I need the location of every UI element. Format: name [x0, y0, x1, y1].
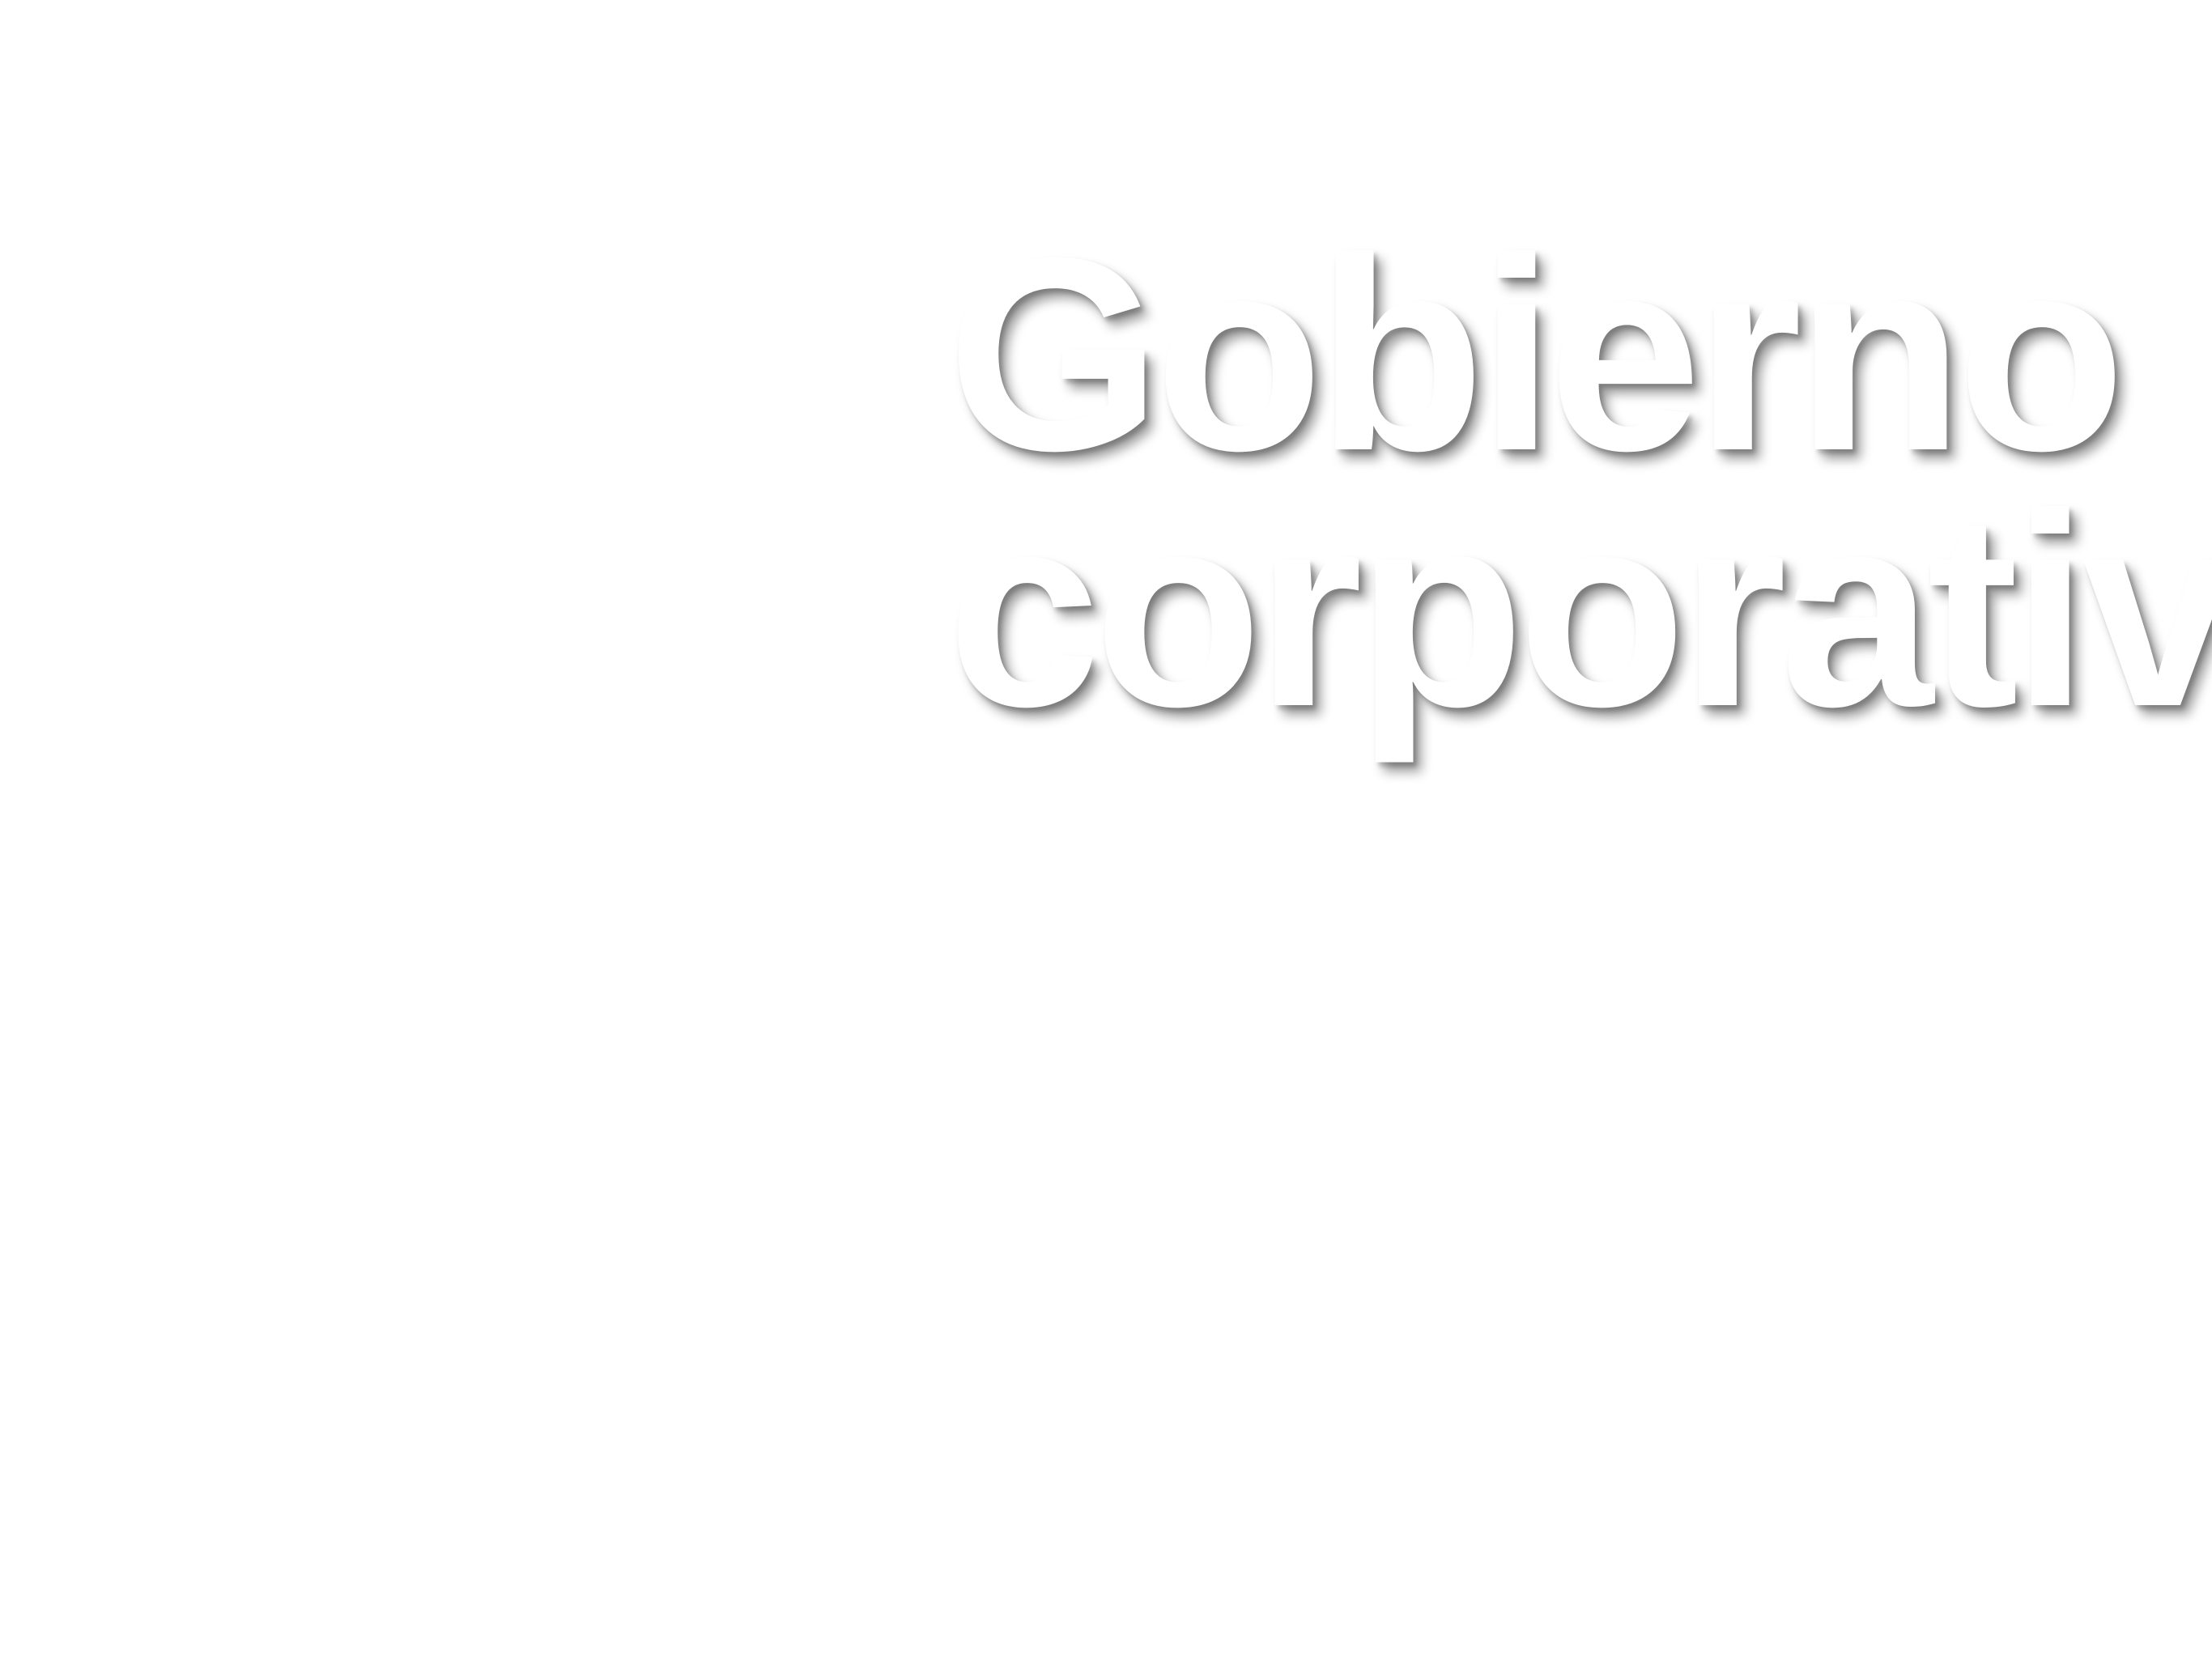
- slide-title-line-2: corporativo: [947, 457, 2212, 764]
- slide-title-line-1: Gobierno: [947, 201, 2125, 508]
- slide-title: Gobierno corporativo: [947, 201, 2212, 764]
